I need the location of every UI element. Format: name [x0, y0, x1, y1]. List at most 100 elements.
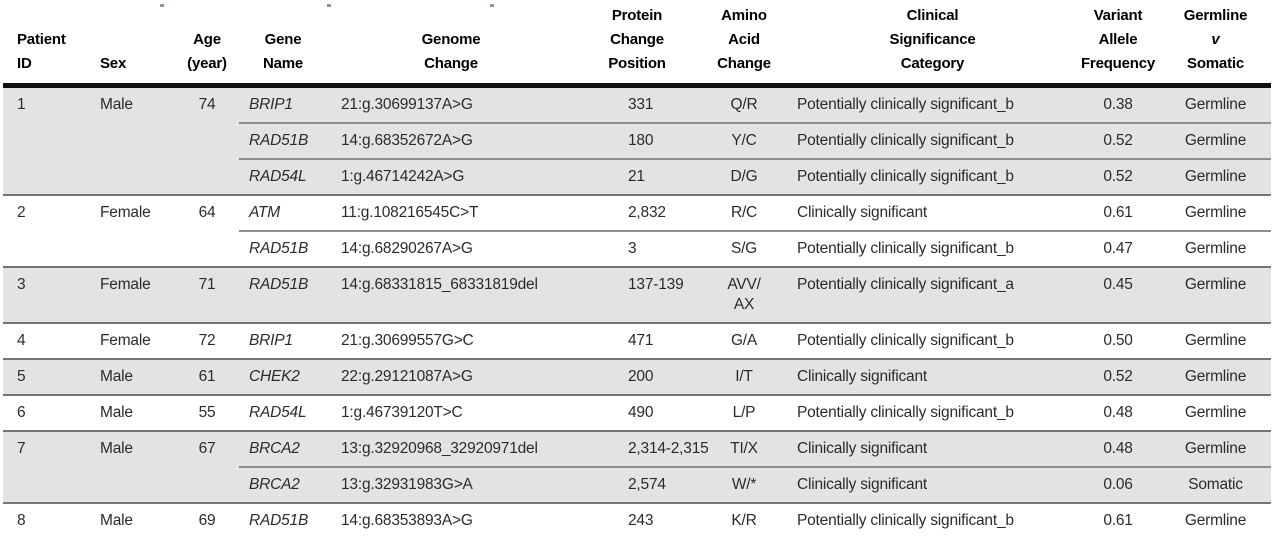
patient-variants-table: Patient ID Sex Age (year) Gene Name Genome C…	[3, 4, 1271, 538]
caption-pixel	[160, 4, 164, 7]
cell-amino: L/P	[699, 394, 789, 431]
cell-clinical: Clinically significant	[789, 194, 1076, 231]
header-origin-line: v	[1211, 31, 1220, 48]
variant-row: 6 Male 55 RAD54L 1:g.46739120T>C 490 L/P Potent…	[3, 394, 1271, 431]
cell-age: 55	[175, 394, 239, 431]
cell-origin: Germline	[1160, 122, 1271, 159]
cell-clinical: Potentially clinically significant_b	[789, 502, 1076, 538]
cell-clinical: Potentially clinically significant_b	[789, 230, 1076, 267]
cell-vaf: 0.61	[1076, 502, 1160, 538]
cell-origin: Germline	[1160, 430, 1271, 467]
cell-patient_id: 1	[3, 85, 87, 195]
cell-sex: Male	[87, 358, 175, 395]
header-pos: Protein Change Position	[575, 4, 699, 88]
cell-vaf: 0.50	[1076, 322, 1160, 359]
cell-patient_id: 5	[3, 358, 87, 395]
cell-amino: I/T	[699, 358, 789, 395]
caption-pixel	[327, 4, 331, 7]
variant-row: 7 Male 67 BRCA2 13:g.32920968_32920971del 2,3…	[3, 430, 1271, 503]
variant-row: 4 Female 72 BRIP1 21:g.30699557G>C 471 G/A Pote…	[3, 322, 1271, 359]
cell-sex: Male	[87, 502, 175, 538]
cell-pos: 2,574	[575, 466, 699, 503]
header-origin: Germline v Somatic	[1160, 4, 1271, 88]
cell-amino: Y/C	[699, 122, 789, 159]
cell-pos: 180	[575, 122, 699, 159]
cell-clinical: Clinically significant	[789, 466, 1076, 503]
cell-genome: 14:g.68353893A>G	[327, 502, 575, 538]
cell-origin: Germline	[1160, 230, 1271, 267]
cell-amino: W/*	[699, 466, 789, 503]
cell-pos: 200	[575, 358, 699, 395]
cell-amino: TI/X	[699, 430, 789, 467]
cell-pos: 490	[575, 394, 699, 431]
cell-genome: 1:g.46739120T>C	[327, 394, 575, 431]
header-origin-line: Germline	[1183, 7, 1248, 24]
header-gene: Gene Name	[239, 4, 327, 88]
cell-origin: Somatic	[1160, 466, 1271, 503]
cell-age: 71	[175, 266, 239, 323]
cell-genome: 21:g.30699137A>G	[327, 85, 575, 123]
cell-vaf: 0.48	[1076, 430, 1160, 467]
cell-patient_id: 8	[3, 502, 87, 538]
cell-age: 61	[175, 358, 239, 395]
variant-row: RAD51B 14:g.68290267A>G 3 S/G Potentially cl…	[3, 230, 1271, 267]
cell-gene: BRIP1	[239, 322, 327, 359]
cell-sex: Male	[87, 85, 175, 195]
table-header: Patient ID Sex Age (year) Gene Name Genome C…	[3, 4, 1271, 88]
cell-clinical: Clinically significant	[789, 430, 1076, 467]
table-body: 1 Male 74 BRIP1 21:g.30699137A>G 331 Q/R Potent…	[3, 85, 1271, 538]
cell-pos: 243	[575, 502, 699, 538]
header-origin-line: Somatic	[1187, 55, 1244, 72]
cell-clinical: Potentially clinically significant_a	[789, 266, 1076, 323]
cell-genome: 11:g.108216545C>T	[327, 194, 575, 231]
cell-amino: K/R	[699, 502, 789, 538]
cell-sex: Female	[87, 266, 175, 323]
cell-genome: 14:g.68352672A>G	[327, 122, 575, 159]
cell-origin: Germline	[1160, 85, 1271, 123]
cell-gene: BRCA2	[239, 466, 327, 503]
cell-amino: AVV/ AX	[699, 266, 789, 323]
cell-vaf: 0.06	[1076, 466, 1160, 503]
cell-age: 64	[175, 194, 239, 267]
cell-clinical: Potentially clinically significant_b	[789, 158, 1076, 195]
header-sex: Sex	[87, 4, 175, 88]
cell-vaf: 0.52	[1076, 358, 1160, 395]
header-clinical: Clinical Significance Category	[789, 4, 1076, 88]
cell-gene: RAD51B	[239, 122, 327, 159]
cell-age: 67	[175, 430, 239, 503]
header-genome: Genome Change	[327, 4, 575, 88]
cell-amino: R/C	[699, 194, 789, 231]
caption-pixel	[490, 4, 494, 7]
cell-pos: 2,314-2,315	[575, 430, 709, 467]
cell-gene: RAD54L	[239, 394, 327, 431]
cell-origin: Germline	[1160, 266, 1271, 323]
cell-age: 69	[175, 502, 239, 538]
cell-amino: D/G	[699, 158, 789, 195]
cell-clinical: Clinically significant	[789, 358, 1076, 395]
cell-genome: 13:g.32931983G>A	[327, 466, 575, 503]
cell-amino: G/A	[699, 322, 789, 359]
cell-vaf: 0.45	[1076, 266, 1160, 323]
cell-patient_id: 2	[3, 194, 87, 267]
cell-gene: BRCA2	[239, 430, 327, 467]
cell-vaf: 0.61	[1076, 194, 1160, 231]
cell-pos: 331	[575, 85, 699, 123]
header-row: Patient ID Sex Age (year) Gene Name Genome C…	[3, 4, 1271, 88]
header-age: Age (year)	[175, 4, 239, 88]
cell-gene: CHEK2	[239, 358, 327, 395]
cell-genome: 14:g.68290267A>G	[327, 230, 575, 267]
cell-amino: Q/R	[699, 85, 789, 123]
cell-origin: Germline	[1160, 322, 1271, 359]
cell-pos: 3	[575, 230, 699, 267]
variant-row: 5 Male 61 CHEK2 22:g.29121087A>G 200 I/T Clinic…	[3, 358, 1271, 395]
variant-row: 3 Female 71 RAD51B 14:g.68331815_68331819del…	[3, 266, 1271, 323]
cell-pos: 2,832	[575, 194, 699, 231]
cell-genome: 13:g.32920968_32920971del	[327, 430, 575, 467]
cell-vaf: 0.52	[1076, 158, 1160, 195]
cell-age: 74	[175, 85, 239, 195]
cell-clinical: Potentially clinically significant_b	[789, 322, 1076, 359]
cell-patient_id: 4	[3, 322, 87, 359]
cell-clinical: Potentially clinically significant_b	[789, 85, 1076, 123]
cell-gene: RAD54L	[239, 158, 327, 195]
cell-gene: RAD51B	[239, 230, 327, 267]
